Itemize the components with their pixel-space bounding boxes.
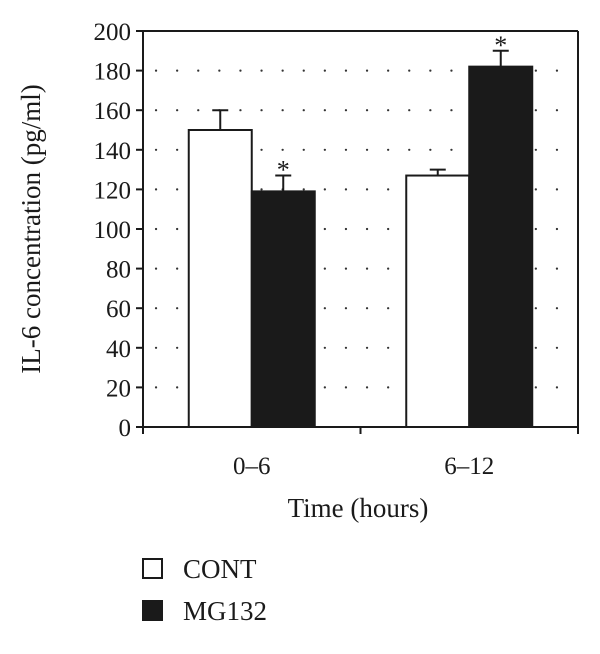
bar-mg132-0 bbox=[250, 190, 316, 428]
bar-mg132-1 bbox=[468, 65, 534, 428]
y-tick-label: 200 bbox=[94, 19, 132, 46]
x-tick-label: 6–12 bbox=[444, 453, 494, 480]
y-tick-label: 180 bbox=[94, 59, 132, 86]
y-tick-label: 20 bbox=[106, 375, 131, 402]
y-tick-label: 60 bbox=[106, 296, 131, 323]
axes: IL-6 concentration (pg/ml) Time (hours) … bbox=[16, 19, 579, 523]
y-tick-label: 0 bbox=[119, 415, 132, 442]
x-axis-title: Time (hours) bbox=[288, 493, 429, 523]
significance-marker: * bbox=[277, 156, 290, 185]
legend: CONT MG132 bbox=[142, 554, 267, 626]
legend-swatch-mg132 bbox=[142, 600, 163, 621]
bar-cont-0 bbox=[187, 129, 253, 428]
y-tick-label: 80 bbox=[106, 257, 131, 284]
x-tick-label: 0–6 bbox=[233, 453, 271, 480]
legend-label-cont: CONT bbox=[183, 554, 257, 584]
y-axis-title: IL-6 concentration (pg/ml) bbox=[16, 84, 46, 373]
y-tick-label: 40 bbox=[106, 336, 131, 363]
y-tick-label: 120 bbox=[94, 177, 132, 204]
significance-marker: * bbox=[494, 31, 507, 60]
bars: ** bbox=[187, 31, 534, 428]
legend-label-mg132: MG132 bbox=[183, 596, 267, 626]
y-tick-label: 160 bbox=[94, 98, 132, 125]
y-tick-label: 100 bbox=[94, 217, 132, 244]
bar-cont-1 bbox=[405, 174, 471, 428]
y-tick-label: 140 bbox=[94, 138, 132, 165]
legend-swatch-cont bbox=[142, 558, 163, 579]
